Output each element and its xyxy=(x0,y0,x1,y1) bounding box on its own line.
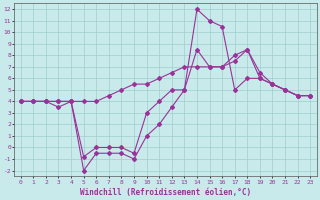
X-axis label: Windchill (Refroidissement éolien,°C): Windchill (Refroidissement éolien,°C) xyxy=(80,188,251,197)
